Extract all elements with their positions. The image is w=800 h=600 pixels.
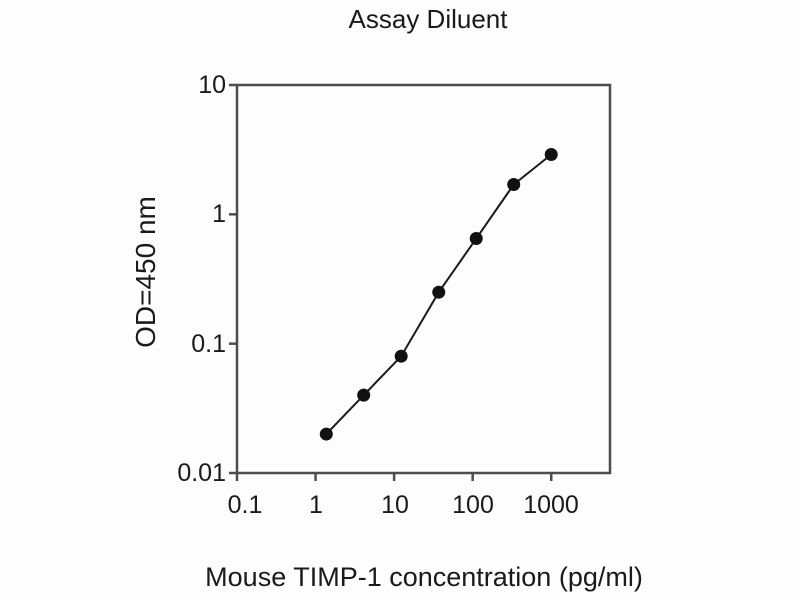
data-point-marker [432, 285, 446, 299]
data-point-marker [507, 178, 521, 192]
chart-title: Assay Diluent [348, 4, 508, 34]
data-point-marker [394, 349, 408, 363]
x-tick-label-10: 10 [381, 491, 409, 519]
x-axis-title: Mouse TIMP-1 concentration (pg/ml) [205, 562, 643, 592]
y-tick-label-0.1: 0.1 [191, 330, 226, 358]
x-tick-label-1000: 1000 [523, 491, 579, 519]
data-point-marker [319, 427, 333, 441]
x-tick-label-1: 1 [309, 491, 323, 519]
y-tick-label-10: 10 [198, 71, 226, 99]
x-tick-label-0.1: 0.1 [227, 491, 263, 519]
y-tick-label-1: 1 [212, 200, 226, 228]
data-point-marker [469, 232, 483, 246]
x-tick-label-100: 100 [452, 491, 494, 519]
axis-frame [235, 83, 612, 475]
y-tick-label-0.01: 0.01 [177, 459, 226, 487]
data-point-marker [544, 148, 558, 162]
data-point-marker [357, 388, 371, 402]
